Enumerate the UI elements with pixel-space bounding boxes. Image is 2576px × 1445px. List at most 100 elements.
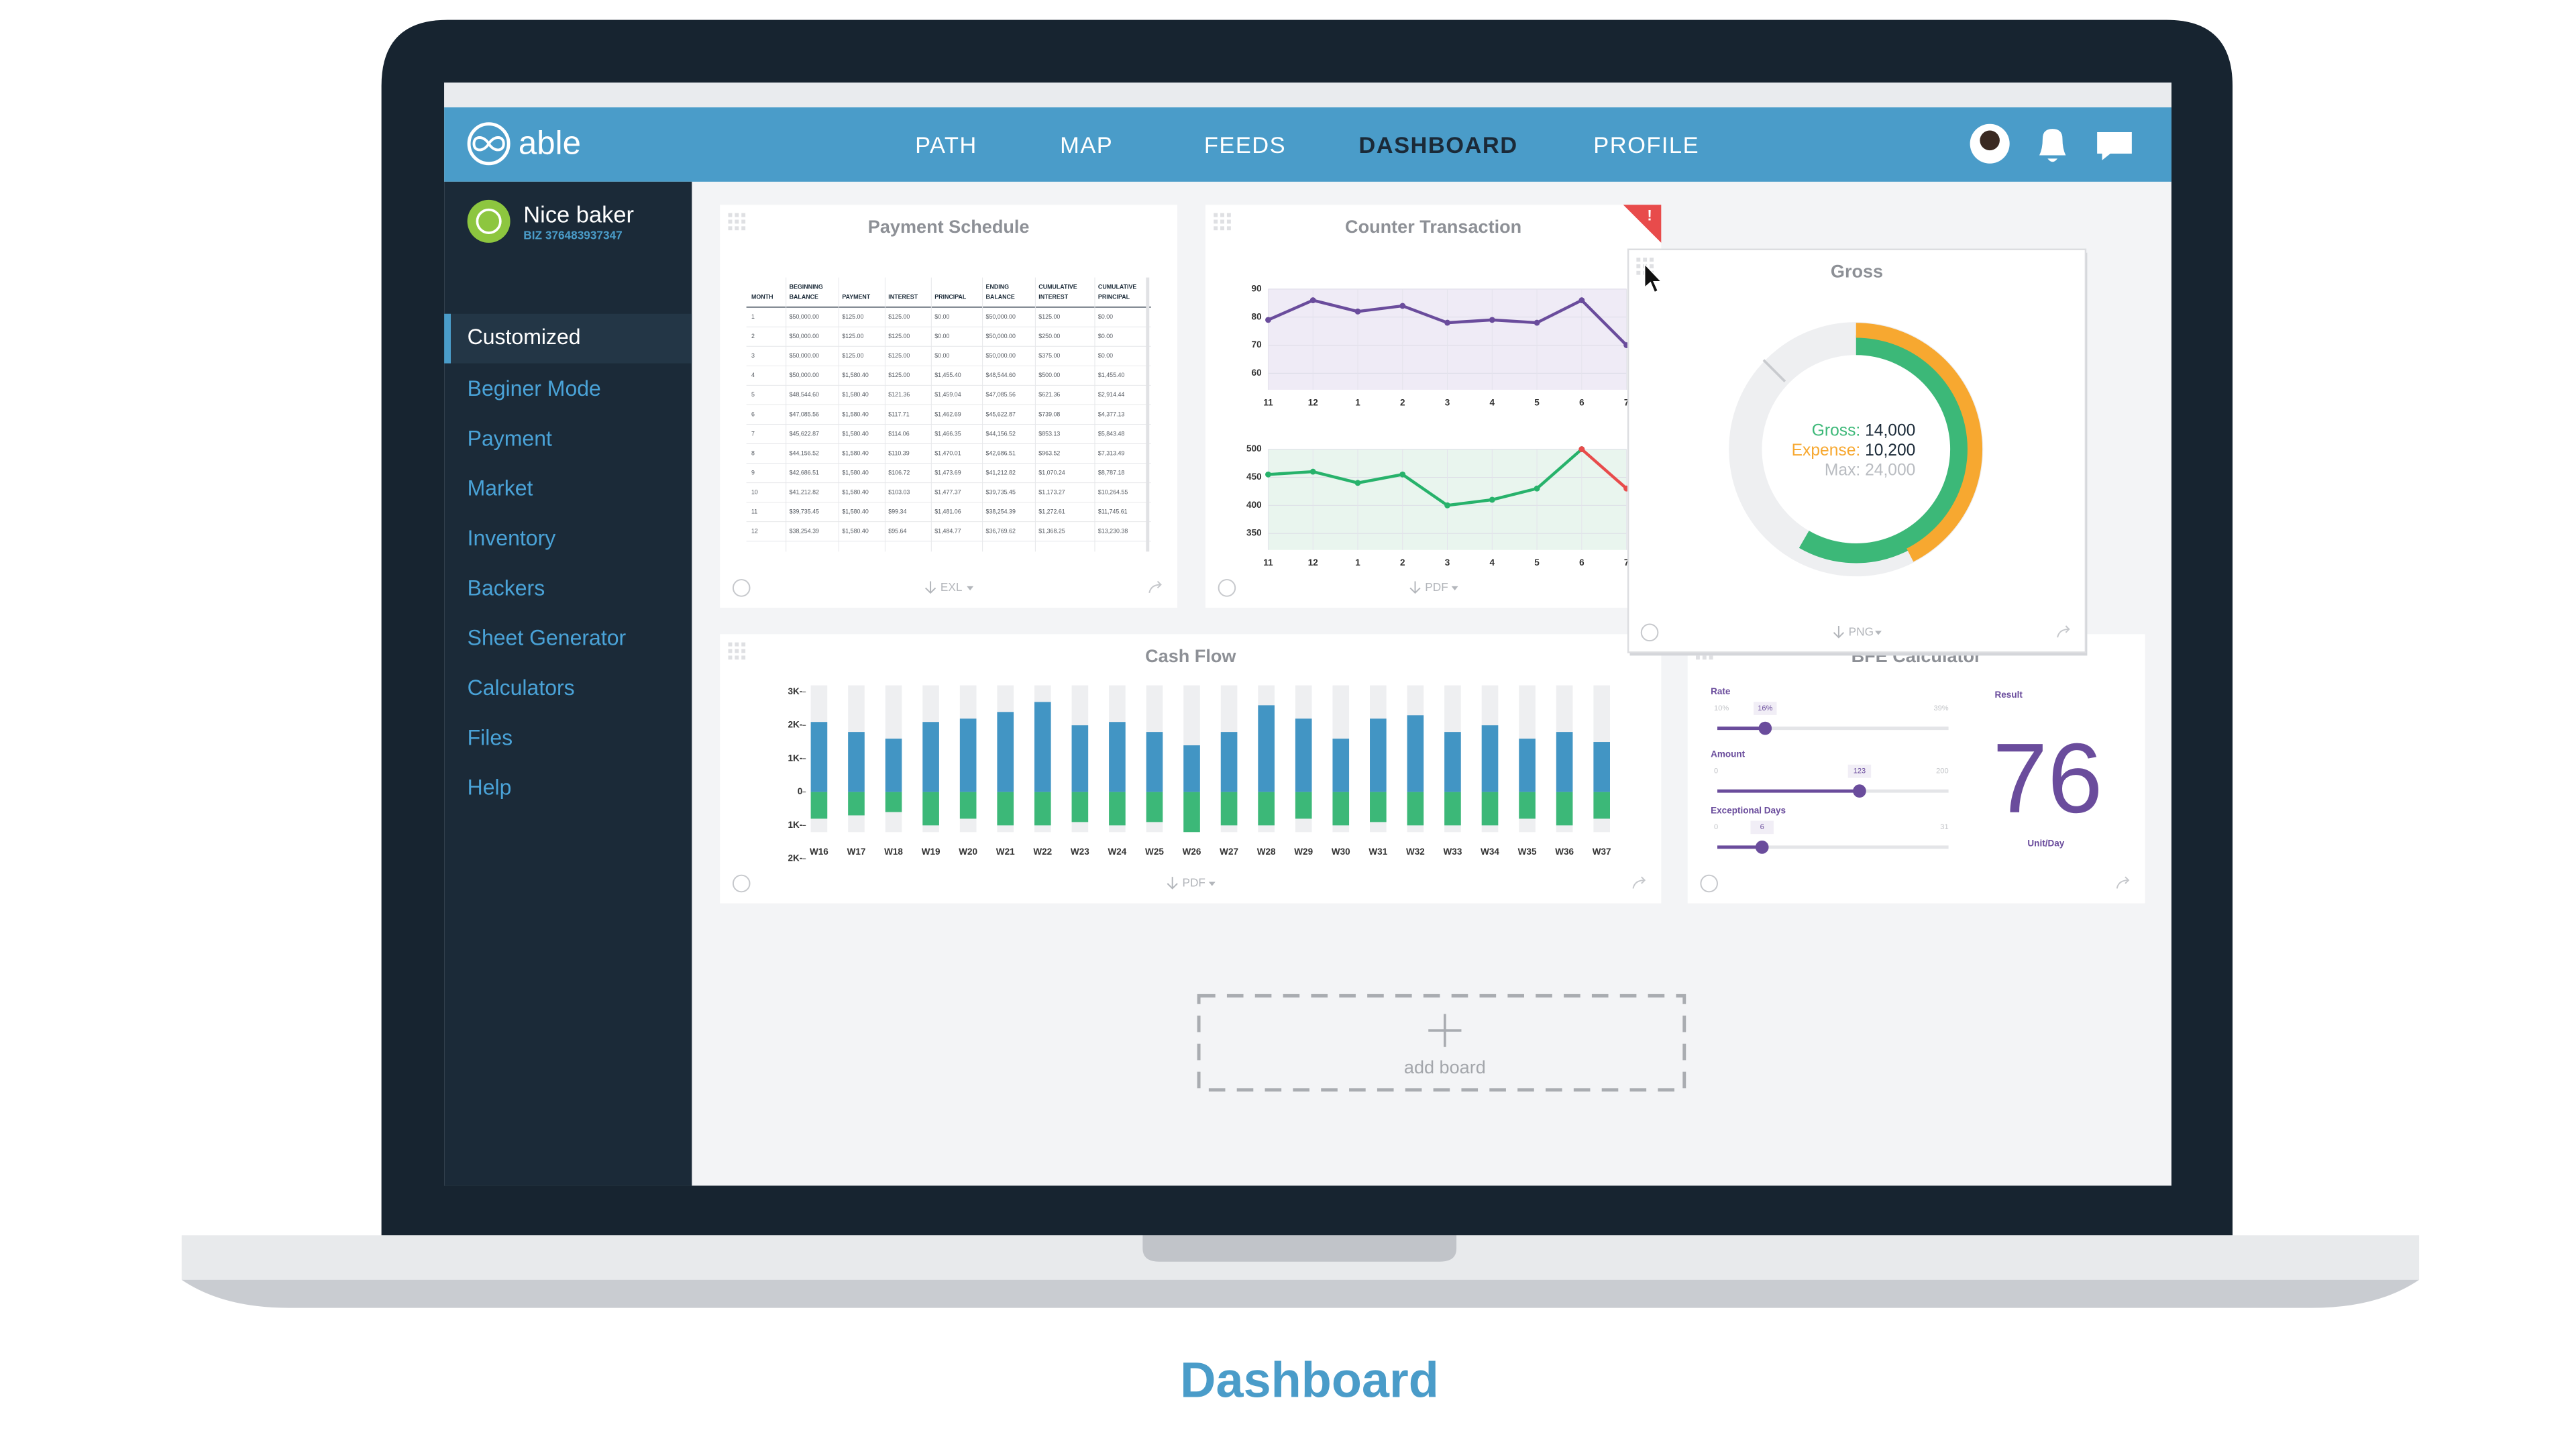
drag-dot [1650,264,1654,268]
chat-icon[interactable] [2097,132,2132,160]
table-cell: $48,544.60 [986,372,1016,378]
slider-value: 6 [1760,823,1764,831]
help-icon[interactable] [1700,874,1718,893]
x-tick-label: W20 [959,847,977,857]
table-cell: $39,735.45 [790,508,819,515]
y-tick-label: 2K- [788,720,803,730]
menu-item[interactable]: Sheet Generator [468,626,627,650]
result-label: Result [1995,690,2023,700]
table-cell: $47,085.56 [790,411,819,417]
drag-dot [1214,213,1218,217]
table-cell: $0.00 [934,333,949,339]
menu-item[interactable]: Files [468,725,513,749]
donut-legend: Gross: 14,000 [1812,421,1916,439]
share-icon[interactable] [1148,580,1162,594]
x-tick-label: W36 [1555,847,1574,857]
x-tick-label: W33 [1444,847,1462,857]
table-cell: $1,580.40 [842,488,868,495]
help-icon[interactable] [732,579,751,597]
slider-label: Exceptional Days [1711,805,1786,815]
share-icon[interactable] [2057,625,2070,638]
menu-item[interactable]: Customized [468,325,581,349]
nav-item[interactable]: FEEDS [1204,133,1286,158]
export-button[interactable]: EXL [941,580,963,594]
menu-item[interactable]: Payment [468,426,552,450]
export-button[interactable]: PDF [1425,580,1448,594]
slider-thumb[interactable] [1853,784,1866,798]
x-tick-label: W16 [810,847,828,857]
table-cell: $45,622.87 [790,430,819,437]
nav-item[interactable]: DASHBOARD [1358,133,1517,158]
table-cell: $621.36 [1038,391,1060,398]
table-cell: $1,477.37 [934,488,961,495]
table-cell: $45,622.87 [986,411,1016,417]
table-cell: $1,455.40 [934,372,961,378]
table-cell: 10 [751,488,758,495]
drag-dot [1636,258,1641,262]
drag-dot [728,226,733,231]
table-cell: $50,000.00 [790,352,819,359]
slider-thumb[interactable] [1755,841,1769,854]
bar [1109,722,1126,792]
menu-item[interactable]: Market [468,476,533,500]
donut-arc [1856,323,1983,562]
x-tick-label: W23 [1071,847,1089,857]
x-tick-label: W28 [1257,847,1276,857]
menu-item[interactable]: Inventory [468,526,556,550]
nav-item[interactable]: PATH [915,133,977,158]
bell-icon[interactable] [2039,129,2066,162]
line-point [1444,319,1450,326]
card-title: Cash Flow [1145,645,1236,666]
table-header: CUMULATIVE [1038,284,1077,290]
y-tick-label: 350 [1246,528,1262,538]
payment-card [720,205,1178,608]
menu-item[interactable]: Beginer Mode [468,376,601,400]
nav-item[interactable]: MAP [1060,133,1113,158]
help-icon[interactable] [732,874,751,893]
table-cell: $95.64 [888,528,906,535]
table-header: ENDING [986,284,1010,290]
drag-dot [1709,655,1713,660]
share-icon[interactable] [1632,876,1646,889]
nav-item[interactable]: PROFILE [1593,133,1699,158]
table-cell: 12 [751,528,758,535]
x-tick-label: W34 [1481,847,1499,857]
menu-item[interactable]: Calculators [468,676,575,700]
result-unit: Unit/Day [2027,839,2064,849]
menu-item[interactable]: Backers [468,576,545,600]
help-icon[interactable] [1640,623,1659,642]
table-header: INTEREST [1038,293,1068,300]
x-tick-label: 1 [1355,557,1360,568]
line-point [1534,319,1540,326]
card-title: Counter Transaction [1345,216,1521,237]
result-value: 76 [1992,723,2102,834]
table-cell: $42,686.51 [986,449,1016,456]
export-button[interactable]: PDF [1182,876,1205,890]
menu-item[interactable]: Help [468,775,512,800]
x-tick-label: W32 [1406,847,1425,857]
table-cell: $121.36 [888,391,910,398]
share-icon[interactable] [2116,876,2130,889]
bar [810,722,828,792]
avatar-face [1980,130,2000,151]
table-cell: $106.72 [888,469,910,476]
drag-dot [735,213,739,217]
biz-avatar-icon [476,208,502,235]
table-cell: $50,000.00 [986,352,1016,359]
alert-flag [1623,205,1662,243]
table-cell: 4 [751,372,755,378]
bar [810,792,828,819]
drag-dot [1226,226,1231,231]
add-board[interactable] [1197,994,1686,1092]
table-cell: $38,254.39 [986,508,1016,515]
line-point [1354,308,1361,315]
slider-thumb[interactable] [1758,721,1772,735]
bar [1481,792,1499,826]
table-cell: $42,686.51 [790,469,819,476]
help-icon[interactable] [1218,579,1236,597]
drag-dot [735,649,739,653]
bar [922,792,939,826]
export-button[interactable]: PNG [1849,625,1874,638]
drag-dot [741,649,746,653]
